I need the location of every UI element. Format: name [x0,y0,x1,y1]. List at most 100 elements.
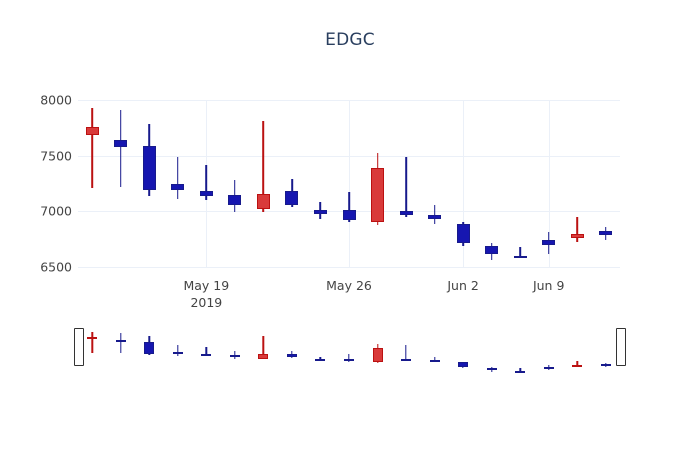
candlestick[interactable] [228,100,242,267]
range-slider-wick [405,344,407,361]
candlestick-wick [205,164,208,201]
candlestick[interactable] [171,100,185,267]
range-slider-candlestick [344,326,354,378]
candlestick-wick [91,107,94,188]
range-slider-candlestick [458,326,469,378]
range-slider-candlestick [115,326,126,378]
candlestick[interactable] [342,100,356,267]
range-right-handle[interactable] [616,328,626,366]
range-slider-body [344,358,354,362]
x-tick-label: May 19 2019 [183,278,229,310]
gridline-vertical [463,100,465,267]
y-tick-label: 7500 [40,148,72,164]
range-slider-candlestick [515,326,526,378]
range-slider-wick [576,360,578,368]
candlestick[interactable] [456,100,470,267]
range-slider-body [201,353,212,356]
y-tick-label: 8000 [40,92,72,108]
range-slider-candlestick [600,326,611,378]
range-slider-candlestick [144,326,155,378]
range-slider-body [315,358,326,361]
candlestick-wick [262,121,265,213]
plot-area [78,100,620,268]
candlestick[interactable] [542,100,556,267]
candlestick[interactable] [114,100,128,267]
range-slider-candlestick [429,326,440,378]
gridline-vertical [349,100,350,267]
x-tick-line1: May 26 [326,278,372,293]
candlestick-body [342,210,356,221]
range-slider-wick [519,368,521,372]
candlestick-body [428,214,442,220]
candlestick-body [285,191,299,205]
range-slider-candlestick [201,326,212,378]
range-slider-body [515,370,526,373]
range-slider-wick [177,344,179,356]
candlestick-body [199,191,213,196]
range-slider-body [458,362,469,368]
range-slider-wick [91,332,93,354]
x-tick-label: May 26 [326,278,372,293]
candlestick-body [171,183,185,191]
candlestick[interactable] [371,100,385,267]
range-slider-body [144,341,155,354]
candlestick-wick [348,192,350,223]
range-slider-candlestick [315,326,326,378]
range-slider-body [172,351,183,354]
range-slider-wick [120,332,122,353]
range-slider-body [486,368,497,371]
range-slider[interactable] [74,326,626,378]
candlestick-wick [433,204,436,224]
range-slider-body [229,354,240,358]
candlestick-body [256,193,270,210]
x-tick-label: Jun 9 [533,278,564,293]
y-tick-label: 7000 [40,203,72,219]
x-tick-label: Jun 2 [447,278,478,293]
candlestick[interactable] [428,100,442,267]
candlestick-body [228,194,242,205]
x-tick-line1: Jun 2 [447,278,479,293]
candlestick[interactable] [485,100,499,267]
range-slider-candlestick [258,326,269,378]
candlestick[interactable] [570,100,584,267]
range-slider-wick [205,346,208,357]
candlestick[interactable] [285,100,299,267]
candlestick-body [542,240,556,245]
candlestick[interactable] [256,100,270,267]
range-slider-candlestick [372,326,383,378]
candlestick[interactable] [199,100,213,267]
range-slider-candlestick [229,326,240,378]
gridline-horizontal [78,267,620,268]
range-slider-wick [348,354,350,363]
range-left-handle[interactable] [74,328,84,366]
range-slider-candlestick [286,326,297,378]
range-slider-candlestick [401,326,412,378]
candlestick-body [142,145,156,191]
candlestick-body [513,255,527,259]
x-tick-line1: May 19 [183,278,230,293]
range-slider-body [401,359,412,362]
chart-title: EDGC [325,30,375,50]
candlestick-wick [405,156,407,217]
range-slider-body [572,364,583,367]
candlestick[interactable] [599,100,613,267]
range-slider-body [115,340,126,343]
candlestick[interactable] [85,100,99,267]
x-tick-line2: 2019 [190,295,223,310]
range-slider-body [372,347,383,363]
candlestick[interactable] [142,100,156,267]
range-slider-candlestick [543,326,554,378]
candlestick[interactable] [513,100,527,267]
range-slider-body [543,366,554,369]
candlestick-body [570,233,584,239]
candlestick-wick [519,246,521,259]
candlestick-body [371,167,385,223]
range-slider-candlestick [572,326,583,378]
candlestick[interactable] [313,100,327,267]
candlestick-wick [576,216,578,243]
candlestick[interactable] [399,100,413,267]
range-slider-body [258,354,269,359]
range-slider-body [429,360,440,363]
candlestick-wick [177,156,179,200]
